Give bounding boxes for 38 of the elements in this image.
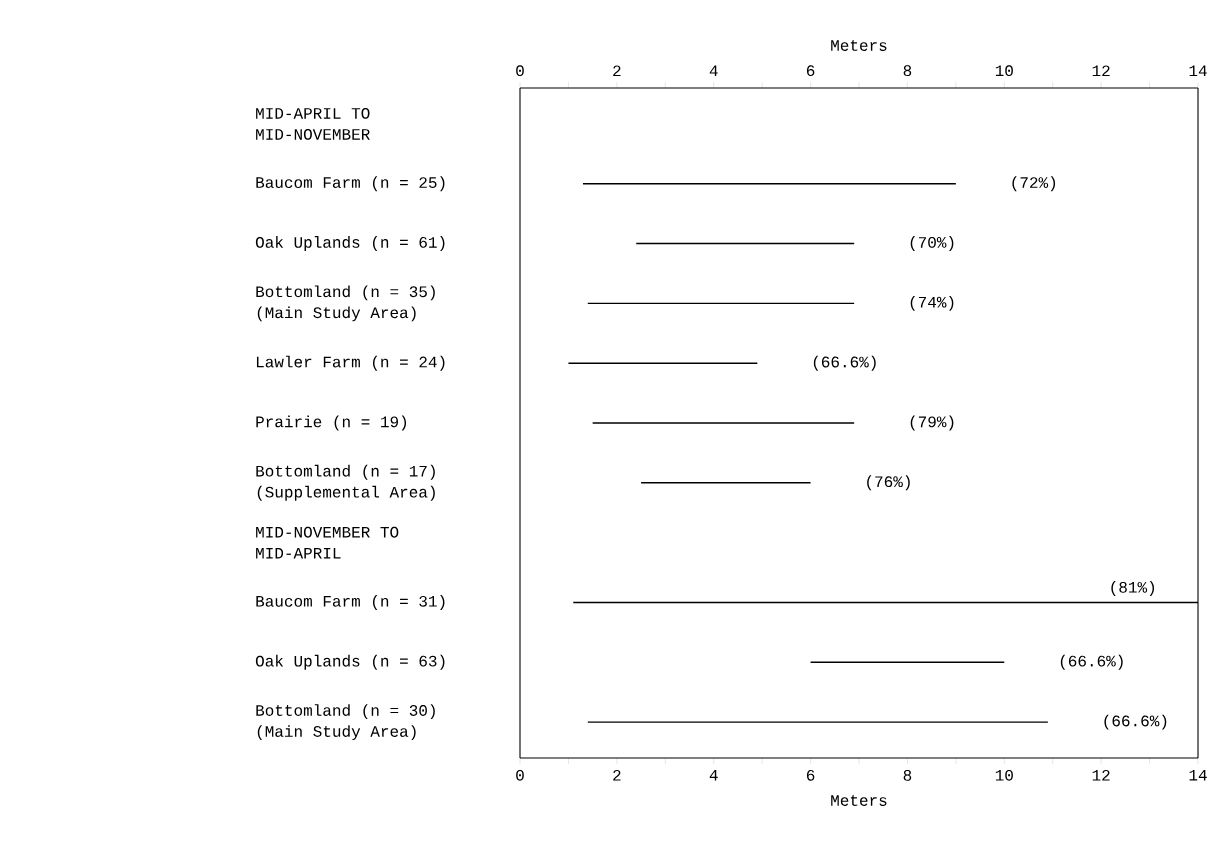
y-tick-label: Oak Uplands (n = 63) xyxy=(255,654,445,670)
annotation: (81%) xyxy=(1111,581,1155,596)
annotation: (66.6%) xyxy=(1060,654,1123,670)
y-tick-label: Baucom Farm (n = 31) xyxy=(256,595,445,610)
annotation: (79%) xyxy=(910,415,954,431)
x-axis-title: Meters xyxy=(831,795,887,806)
x2-tick-label: 10 xyxy=(995,769,1013,781)
y-tick-label: Bottomland (n = 35) (Main Study Area) xyxy=(256,285,435,322)
x2-tick-label: 0 xyxy=(516,769,524,781)
y-tick-label: Oak Uplands (n = 61) xyxy=(255,236,445,251)
x-tick-label: 10 xyxy=(995,65,1013,77)
annotation: (76%) xyxy=(867,475,910,491)
x-tick-label: 14 xyxy=(1189,65,1207,77)
x2-tick-label: 14 xyxy=(1189,769,1207,781)
y-tick-label: Bottomland (n = 30) (Main Study Area) xyxy=(256,704,435,741)
annotation: (72%) xyxy=(1012,176,1056,192)
x2-tick-label: 4 xyxy=(709,769,718,781)
x-tick-label: 0 xyxy=(516,65,524,77)
annotation: (66.6%) xyxy=(1104,714,1167,730)
x-tick-label: 12 xyxy=(1092,65,1110,77)
y-tick-label: Baucom Farm (n = 25) xyxy=(256,176,445,192)
x2-tick-label: 12 xyxy=(1092,769,1110,781)
x2-tick-label: 2 xyxy=(613,769,621,781)
x2-axis-title: Meters xyxy=(831,40,887,51)
x-tick-label: 4 xyxy=(709,65,718,77)
x-tick-label: 6 xyxy=(806,65,815,77)
annotation: (66.6%) xyxy=(813,355,876,371)
y-tick-label: Lawler Farm (n = 24) xyxy=(256,355,445,371)
annotation: (74%) xyxy=(910,295,954,311)
y-tick-label: MID-NOVEMBER TO MID-APRIL xyxy=(256,526,399,559)
annotation: (70%) xyxy=(910,236,954,251)
x-tick-label: 2 xyxy=(613,65,621,77)
x-tick-label: 8 xyxy=(903,65,912,77)
y-tick-label: MID-APRIL TO MID-NOVEMBER xyxy=(256,107,370,140)
y-tick-label: Bottomland (n = 17) (Supplemental Area) xyxy=(256,464,435,501)
x2-tick-label: 8 xyxy=(903,769,912,781)
y-tick-label: Prairie (n = 19) xyxy=(256,415,407,431)
x2-tick-label: 6 xyxy=(806,769,815,781)
